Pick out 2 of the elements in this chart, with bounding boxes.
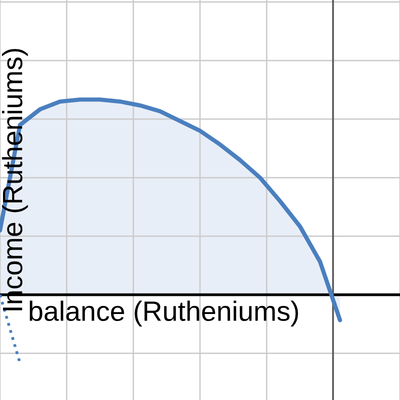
x-axis-title: balance (Rutheniums) [30, 300, 298, 327]
y-axis-title: Income (Rutheniums) [2, 48, 28, 310]
